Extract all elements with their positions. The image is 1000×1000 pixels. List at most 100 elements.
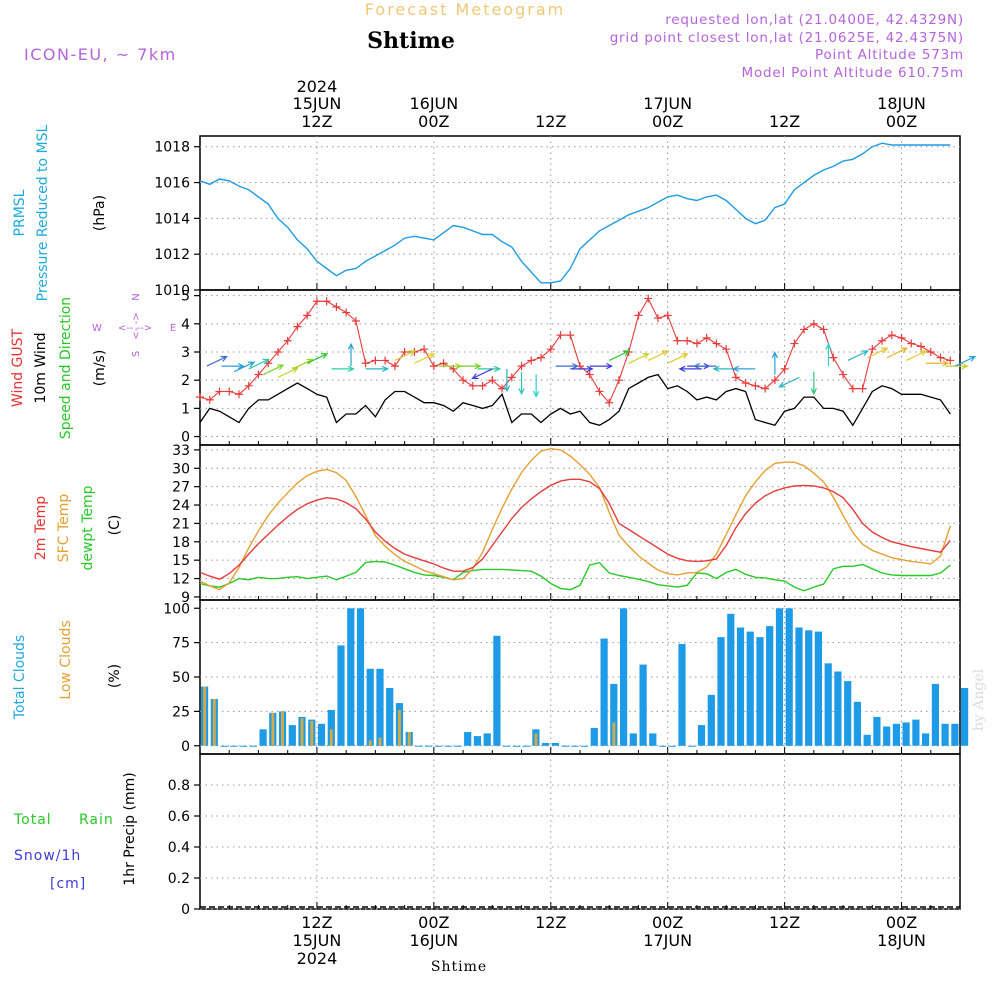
total-cloud-bar [922,733,930,746]
total-cloud-bar [464,732,472,746]
gust-marker [361,359,370,368]
total-cloud-bar [551,743,559,746]
pressure-y-ticks: 1010 1012 1014 1016 1018 [154,140,200,299]
gust-marker [683,336,692,345]
y-tick-label: 1 [181,401,190,417]
wind-unit: (m/s) [92,350,108,387]
low-cloud-bar [368,740,372,746]
y-tick-label: 12 [172,572,190,588]
bottom-hour-label: 00Z [886,913,917,932]
total-cloud-bar [824,663,832,746]
temperature-y-ticks: 9 12 15 18 21 24 27 30 33 [172,443,200,606]
gust-marker [897,333,906,342]
gust-marker [478,381,487,390]
total-cloud-bar [620,608,628,746]
top-year-label: 2024 [297,77,338,96]
total-cloud-bar [951,723,959,746]
compass-s: S [131,351,142,357]
total-cloud-bar [873,716,881,746]
y-tick-label: 0.8 [168,778,190,794]
gust-marker [634,311,643,320]
total-cloud-bar [366,668,374,746]
top-hour-label: 12Z [535,112,566,131]
y-tick-label: 0 [181,902,190,918]
gust-marker [381,356,390,365]
total-cloud-bar [356,608,365,746]
bottom-location: Shtime [431,959,487,975]
y-tick-label: 0 [181,739,190,755]
total-cloud-bar [795,627,803,746]
y-tick-label: 33 [172,443,190,459]
y-tick-label: 1010 [154,283,190,299]
total-cloud-bar [717,637,725,746]
wind-arrow [628,353,650,364]
wind-gust-label: Wind GUST [10,328,26,407]
gust-marker [848,384,857,393]
y-tick-label: 1018 [154,140,190,156]
bottom-hour-label: 00Z [652,913,683,932]
gust-marker [809,319,818,328]
gust-marker [322,297,331,306]
wind-arrow [292,358,314,370]
gust-marker [312,297,321,306]
gust-marker [819,325,828,334]
gust-marker [546,345,555,354]
gust-marker [332,302,341,311]
y-tick-label: 0 [181,430,190,446]
gust-marker [537,353,546,362]
total-cloud-bar [483,733,491,746]
cloud-bars [201,608,969,747]
gust-marker [595,387,604,396]
gridpoint-coords: grid point closest lon,lat (21.0625E, 42… [610,30,964,46]
y-tick-label: 21 [172,516,190,532]
total-cloud-bar [912,719,920,746]
wind-arrow [647,350,670,361]
total-cloud-bar [844,681,852,746]
low-cloud-bar [612,722,616,746]
total-cloud-bar [892,723,900,746]
wind-direction-arrows [206,342,977,398]
low-cloud-bar [271,712,275,746]
top-hour-label: 00Z [886,112,917,131]
wind-arrow [954,356,977,367]
temp-sfc-label: SFC Temp [56,494,72,563]
total-cloud-bar [610,683,618,746]
low-cloud-bar [300,718,304,746]
total-cloud-bar [902,722,910,746]
gust-marker [566,331,575,340]
wind-arrow [277,367,299,378]
total-cloud-bar [697,725,706,746]
top-hour-label: 12Z [769,112,800,131]
gust-marker [663,311,672,320]
wind-arrow [667,353,689,364]
total-cloud-bar [639,664,647,746]
low-clouds-label: Low Clouds [58,620,74,699]
wind-arrow [886,347,908,359]
bottom-hour-label: 12Z [769,913,800,932]
gust-marker [390,362,399,371]
y-tick-label: 100 [163,601,190,617]
low-cloud-bar [378,737,382,746]
gust-marker [712,339,721,348]
wind-arrow [458,362,482,370]
precip-snow-label: Snow/1h [14,848,81,864]
bottom-year-label: 2024 [297,949,338,968]
pressure-panel: 1010 1012 1014 1016 1018 PRMSL Pressure Redu… [12,124,961,301]
wind-arrow [925,360,950,367]
y-tick-label: 75 [172,636,190,652]
y-tick-label: 15 [172,553,190,569]
clouds-unit: (%) [107,664,123,688]
total-cloud-bar [259,729,267,746]
low-cloud-bar [203,686,207,746]
pressure-label-prmsl: PRMSL [12,189,28,236]
gust-marker [702,333,711,342]
wind-arrow [477,365,502,373]
gust-marker [429,362,438,371]
gust-marker [644,294,653,303]
precip-panel: 0 0.2 0.4 0.6 0.8 Total Rain Snow/1h [cm] 1h… [13,753,961,918]
gust-marker [761,384,770,393]
gust-marker [196,393,204,402]
low-cloud-bar [407,732,411,746]
gust-marker [371,356,380,365]
